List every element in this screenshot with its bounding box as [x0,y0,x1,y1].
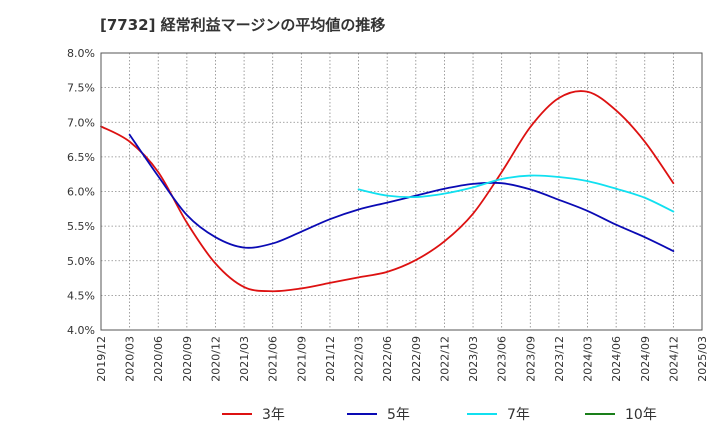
chart-title: [7732] 経常利益マージンの平均値の推移 [100,16,386,34]
x-tick-label: 2023/06 [496,336,509,382]
y-tick-label: 5.0% [67,255,95,268]
y-tick-label: 7.0% [67,116,95,129]
x-tick-label: 2020/03 [124,336,137,382]
series-line-7年 [357,174,675,213]
x-tick-label: 2020/12 [209,336,222,382]
y-tick-label: 7.5% [67,82,95,95]
x-tick-label: 2023/12 [553,336,566,382]
series-layer [100,90,675,293]
y-tick-label: 8.0% [67,47,95,60]
y-tick-label: 5.5% [67,220,95,233]
x-tick-label: 2025/03 [696,336,709,382]
legend-label: 3年 [262,407,285,423]
y-tick-label: 4.0% [67,324,95,337]
legend-label: 10年 [625,407,657,423]
x-tick-label: 2024/06 [610,336,623,382]
x-tick-label: 2023/03 [467,336,480,382]
x-tick-label: 2022/06 [381,336,394,382]
x-tick-label: 2024/03 [582,336,595,382]
legend-label: 7年 [507,407,530,423]
grid-layer [100,52,703,331]
x-tick-label: 2021/12 [324,336,337,382]
x-tick-label: 2024/09 [639,336,652,382]
x-tick-label: 2021/06 [267,336,280,382]
x-axis-tick-labels: 2019/12 2020/03 2020/06 2020/09 2020/12 2021/… [95,336,709,382]
x-tick-label: 2022/03 [353,336,366,382]
series-line-5年 [128,133,675,252]
x-tick-label: 2023/09 [524,336,537,382]
x-tick-label: 2024/12 [667,336,680,382]
x-tick-label: 2021/09 [295,336,308,382]
x-tick-label: 2020/06 [152,336,165,382]
y-tick-label: 4.5% [67,289,95,302]
x-tick-label: 2022/09 [410,336,423,382]
x-tick-label: 2022/12 [438,336,451,382]
x-tick-label: 2019/12 [95,336,108,382]
series-line-3年 [100,90,675,293]
x-tick-label: 2020/09 [181,336,194,382]
legend: 3年 5年 7年 10年 [222,407,657,423]
y-tick-label: 6.0% [67,186,95,199]
plot-frame [100,52,703,331]
y-axis-tick-labels: 4.0% 4.5% 5.0% 5.5% 6.0% 6.5% 7.0% 7.5% 8.0% [67,47,95,337]
legend-label: 5年 [387,407,410,423]
y-tick-label: 6.5% [67,151,95,164]
x-tick-label: 2021/03 [238,336,251,382]
